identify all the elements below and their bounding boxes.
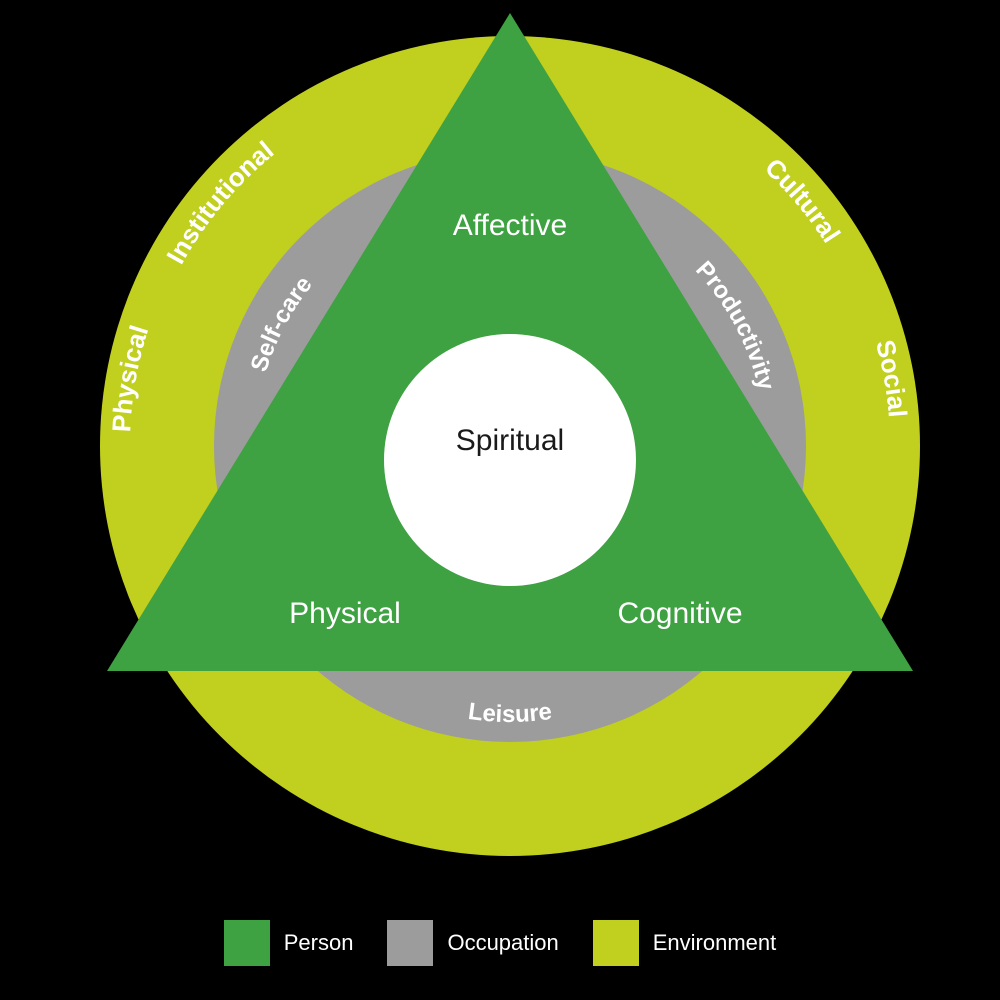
legend-item-environment: Environment bbox=[593, 920, 777, 966]
legend-item-person: Person bbox=[224, 920, 354, 966]
legend-label-occupation: Occupation bbox=[447, 930, 558, 956]
inner-label-leisure: Leisure bbox=[467, 698, 554, 728]
legend-item-occupation: Occupation bbox=[387, 920, 558, 966]
legend: Person Occupation Environment bbox=[0, 920, 1000, 966]
legend-swatch-environment bbox=[593, 920, 639, 966]
legend-swatch-person bbox=[224, 920, 270, 966]
cmop-diagram: InstitutionalCulturalPhysicalSocialSelf-… bbox=[0, 0, 1000, 900]
legend-swatch-occupation bbox=[387, 920, 433, 966]
core-circle bbox=[384, 334, 636, 586]
diagram-stage: InstitutionalCulturalPhysicalSocialSelf-… bbox=[0, 0, 1000, 1000]
triangle-label-physical: Physical bbox=[289, 597, 401, 630]
triangle-label-cognitive: Cognitive bbox=[617, 597, 742, 630]
legend-label-environment: Environment bbox=[653, 930, 777, 956]
core-label-spiritual: Spiritual bbox=[456, 424, 564, 457]
legend-label-person: Person bbox=[284, 930, 354, 956]
triangle-label-affective: Affective bbox=[453, 209, 568, 242]
